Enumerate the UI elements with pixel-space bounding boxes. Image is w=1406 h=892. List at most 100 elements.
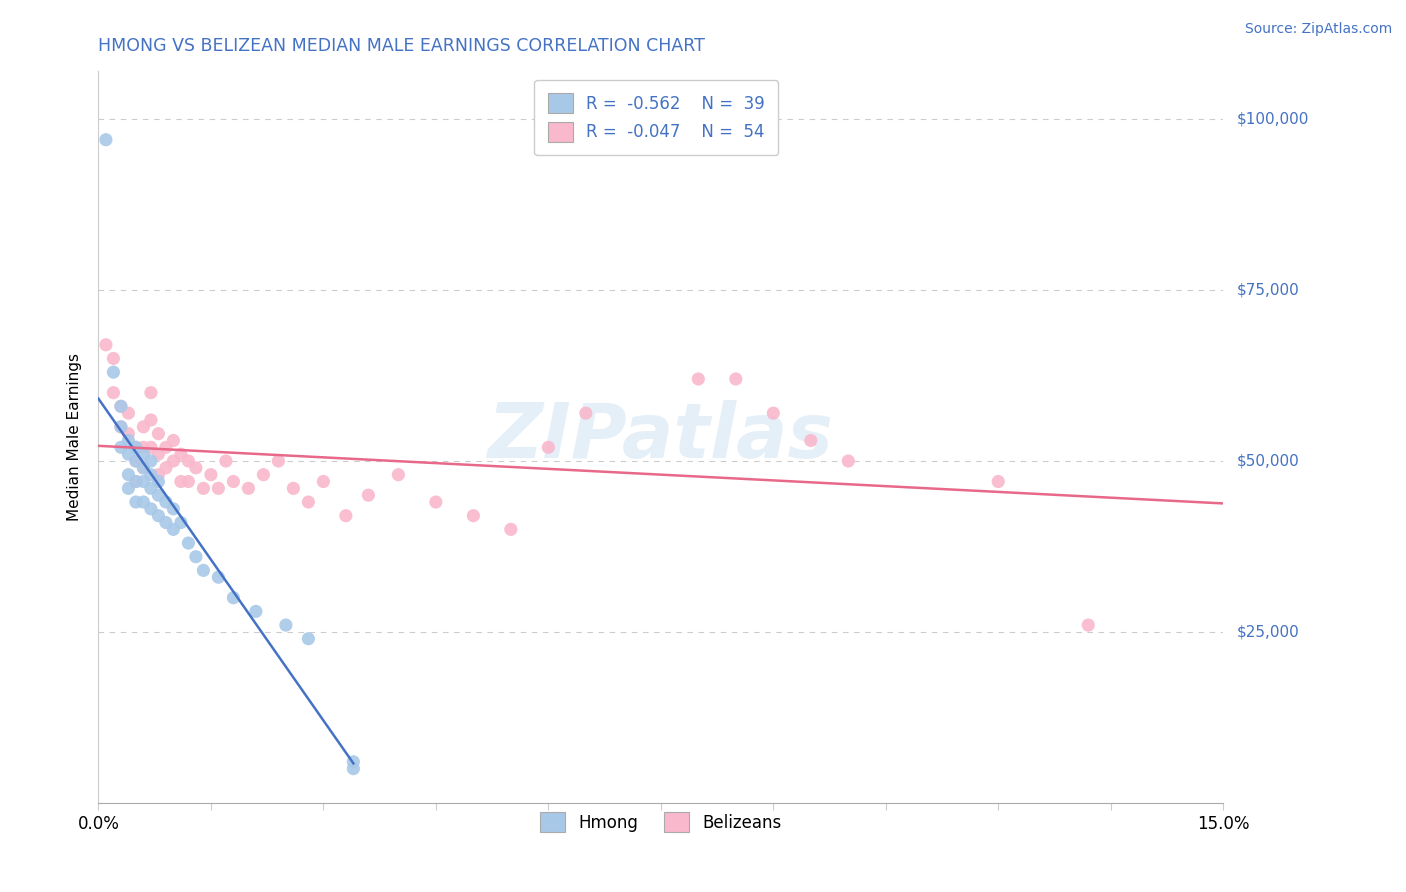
Text: $75,000: $75,000 [1237,283,1301,298]
Point [132,475,155,489]
Point [170,475,193,489]
Point [575,406,598,420]
Text: $50,000: $50,000 [1237,453,1301,468]
Point [94,133,117,147]
Point [200,467,222,482]
Point [499,522,522,536]
Point [125,440,148,454]
Point [177,475,200,489]
Point [177,454,200,468]
Point [132,495,155,509]
Point [193,563,215,577]
Point [762,406,785,420]
Point [148,475,170,489]
Point [688,372,710,386]
Point [117,426,139,441]
Legend: Hmong, Belizeans: Hmong, Belizeans [527,798,794,846]
Point [139,440,162,454]
Point [117,481,139,495]
Point [267,454,290,468]
Point [132,420,155,434]
Point [184,549,207,564]
Point [987,475,1010,489]
Point [162,522,184,536]
Point [170,516,193,530]
Point [162,454,184,468]
Text: $100,000: $100,000 [1237,112,1309,127]
Point [117,447,139,461]
Point [162,434,184,448]
Point [222,475,245,489]
Point [387,467,409,482]
Point [335,508,357,523]
Point [193,481,215,495]
Point [117,467,139,482]
Point [724,372,747,386]
Point [110,420,132,434]
Point [297,495,319,509]
Point [103,385,125,400]
Point [117,406,139,420]
Point [312,475,335,489]
Point [125,475,148,489]
Point [184,460,207,475]
Point [342,762,364,776]
Point [162,501,184,516]
Point [537,440,560,454]
Point [139,481,162,495]
Point [155,516,177,530]
Point [94,338,117,352]
Point [148,447,170,461]
Point [125,454,148,468]
Point [155,460,177,475]
Point [1077,618,1099,632]
Point [110,400,132,414]
Text: $25,000: $25,000 [1237,624,1301,640]
Point [222,591,245,605]
Point [148,426,170,441]
Point [139,385,162,400]
Text: Source: ZipAtlas.com: Source: ZipAtlas.com [1244,22,1392,37]
Point [103,351,125,366]
Point [117,434,139,448]
Point [238,481,260,495]
Point [132,460,155,475]
Point [125,495,148,509]
Point [132,447,155,461]
Point [207,481,229,495]
Point [110,400,132,414]
Point [125,454,148,468]
Point [139,413,162,427]
Point [139,454,162,468]
Point [425,495,447,509]
Point [155,495,177,509]
Point [148,467,170,482]
Text: ZIPatlas: ZIPatlas [488,401,834,474]
Point [110,420,132,434]
Point [274,618,297,632]
Point [148,488,170,502]
Point [177,536,200,550]
Point [207,570,229,584]
Y-axis label: Median Male Earnings: Median Male Earnings [67,353,83,521]
Point [103,365,125,379]
Point [215,454,238,468]
Point [297,632,319,646]
Point [139,467,162,482]
Point [110,440,132,454]
Point [800,434,823,448]
Point [132,440,155,454]
Point [148,508,170,523]
Point [155,440,177,454]
Point [463,508,485,523]
Point [132,460,155,475]
Text: HMONG VS BELIZEAN MEDIAN MALE EARNINGS CORRELATION CHART: HMONG VS BELIZEAN MEDIAN MALE EARNINGS C… [98,37,706,54]
Point [170,447,193,461]
Point [357,488,380,502]
Point [283,481,305,495]
Point [125,475,148,489]
Point [125,440,148,454]
Point [245,604,267,618]
Point [342,755,364,769]
Point [837,454,859,468]
